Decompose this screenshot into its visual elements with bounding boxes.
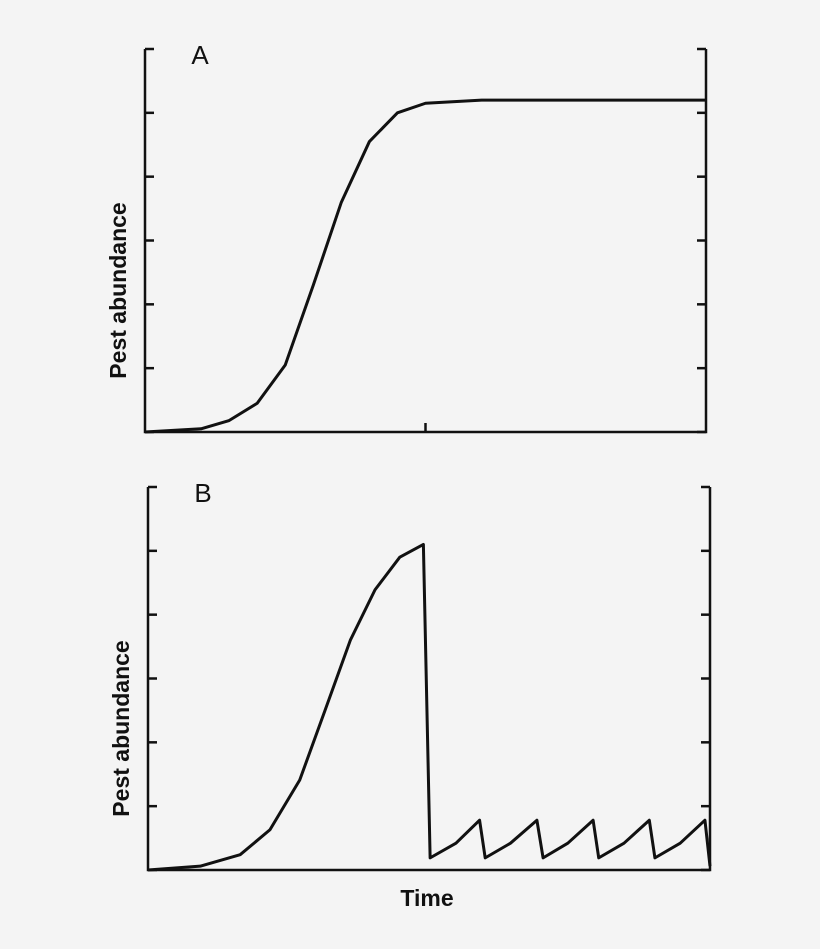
panel-label: B <box>194 478 211 508</box>
panel-label: A <box>191 40 209 70</box>
axis-frame <box>143 49 708 434</box>
data-line <box>147 542 712 872</box>
x-axis-label: Time <box>400 885 453 911</box>
data-line <box>144 98 706 434</box>
y-axis-label: Pest abundance <box>105 202 131 378</box>
y-axis-label: Pest abundance <box>108 640 134 816</box>
